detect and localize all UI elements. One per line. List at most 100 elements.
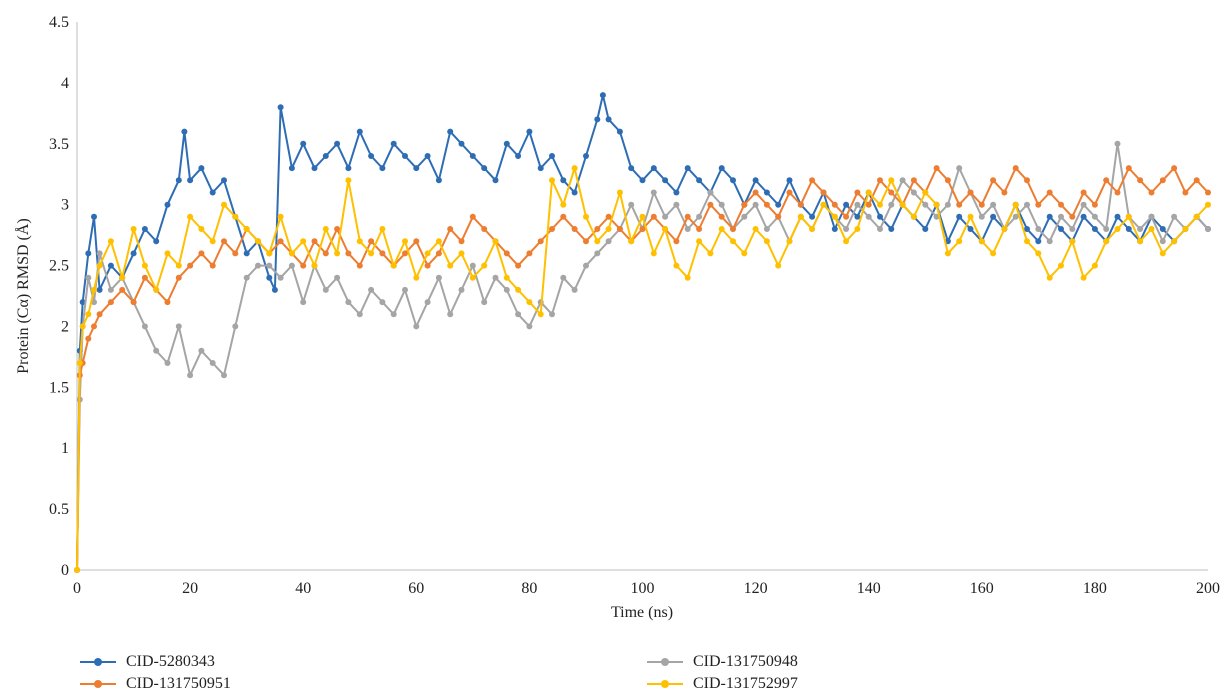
- data-point: [549, 311, 555, 318]
- data-point: [1080, 201, 1087, 208]
- data-point: [119, 286, 126, 293]
- data-point: [402, 238, 408, 245]
- data-point: [605, 213, 612, 220]
- data-point: [209, 189, 216, 196]
- data-point: [469, 153, 476, 159]
- x-tick-label: 140: [857, 580, 881, 597]
- data-point: [356, 311, 363, 318]
- data-point: [650, 165, 657, 172]
- data-point: [164, 360, 171, 366]
- data-point: [96, 250, 103, 257]
- data-point: [379, 226, 386, 232]
- data-point: [888, 226, 895, 232]
- data-point: [707, 201, 714, 208]
- data-point: [107, 299, 114, 306]
- data-point: [639, 213, 646, 220]
- data-point: [605, 238, 612, 245]
- data-point: [1148, 189, 1155, 196]
- data-point: [990, 250, 997, 257]
- data-point: [877, 226, 883, 232]
- data-point: [1114, 226, 1121, 232]
- data-point: [503, 286, 510, 293]
- data-point: [888, 177, 895, 184]
- data-point: [515, 311, 522, 318]
- data-point: [469, 262, 476, 269]
- data-point: [288, 262, 295, 269]
- data-point: [1182, 189, 1189, 196]
- data-point: [877, 201, 883, 208]
- data-point: [300, 299, 307, 306]
- data-point: [775, 213, 782, 220]
- data-point: [990, 177, 997, 184]
- data-point: [944, 250, 951, 257]
- data-point: [956, 165, 963, 172]
- data-point: [730, 226, 736, 232]
- data-point: [526, 250, 533, 257]
- data-point: [271, 286, 278, 293]
- x-tick-label: 160: [970, 580, 994, 597]
- data-point: [763, 226, 770, 232]
- data-point: [956, 213, 963, 220]
- data-point: [786, 238, 793, 245]
- data-point: [198, 165, 205, 172]
- data-point: [583, 262, 589, 269]
- data-point: [1012, 201, 1019, 208]
- data-point: [277, 238, 284, 245]
- data-point: [356, 262, 363, 269]
- data-point: [1193, 213, 1200, 220]
- data-point: [594, 250, 601, 257]
- data-point: [1125, 165, 1132, 172]
- data-point: [74, 567, 80, 573]
- data-point: [899, 177, 906, 184]
- data-point: [978, 238, 985, 245]
- data-point: [696, 238, 703, 245]
- data-point: [424, 299, 431, 306]
- data-point: [605, 226, 612, 232]
- data-point: [583, 213, 589, 220]
- data-point: [741, 250, 748, 257]
- data-point: [571, 165, 578, 172]
- data-point: [153, 238, 160, 245]
- data-point: [526, 128, 533, 135]
- data-point: [198, 226, 205, 232]
- data-point: [96, 262, 103, 269]
- data-point: [255, 262, 261, 269]
- data-point: [933, 165, 940, 172]
- data-point: [198, 347, 205, 354]
- data-point: [684, 213, 691, 220]
- data-point: [187, 213, 194, 220]
- data-point: [481, 262, 488, 269]
- data-point: [616, 226, 623, 232]
- data-point: [650, 189, 657, 196]
- data-point: [673, 201, 680, 208]
- data-point: [1159, 250, 1166, 257]
- data-point: [345, 299, 352, 306]
- data-point: [300, 140, 307, 147]
- plot-series: [74, 92, 1211, 573]
- data-point: [1114, 140, 1121, 147]
- data-point: [85, 335, 92, 342]
- data-point: [492, 177, 499, 184]
- data-point: [990, 201, 997, 208]
- data-point: [243, 274, 250, 281]
- data-point: [447, 226, 454, 232]
- data-point: [718, 165, 725, 172]
- data-point: [107, 286, 114, 293]
- data-point: [164, 201, 171, 208]
- data-point: [775, 201, 782, 208]
- x-tick-label: 20: [182, 580, 198, 597]
- data-point: [130, 299, 137, 306]
- data-point: [435, 250, 442, 257]
- data-point: [877, 177, 883, 184]
- data-point: [221, 177, 227, 184]
- data-point: [221, 372, 227, 379]
- data-point: [888, 189, 895, 196]
- data-point: [888, 201, 895, 208]
- data-point: [1069, 213, 1076, 220]
- data-point: [831, 201, 838, 208]
- data-point: [334, 226, 341, 232]
- data-point: [944, 201, 951, 208]
- data-point: [865, 213, 872, 220]
- data-point: [130, 250, 137, 257]
